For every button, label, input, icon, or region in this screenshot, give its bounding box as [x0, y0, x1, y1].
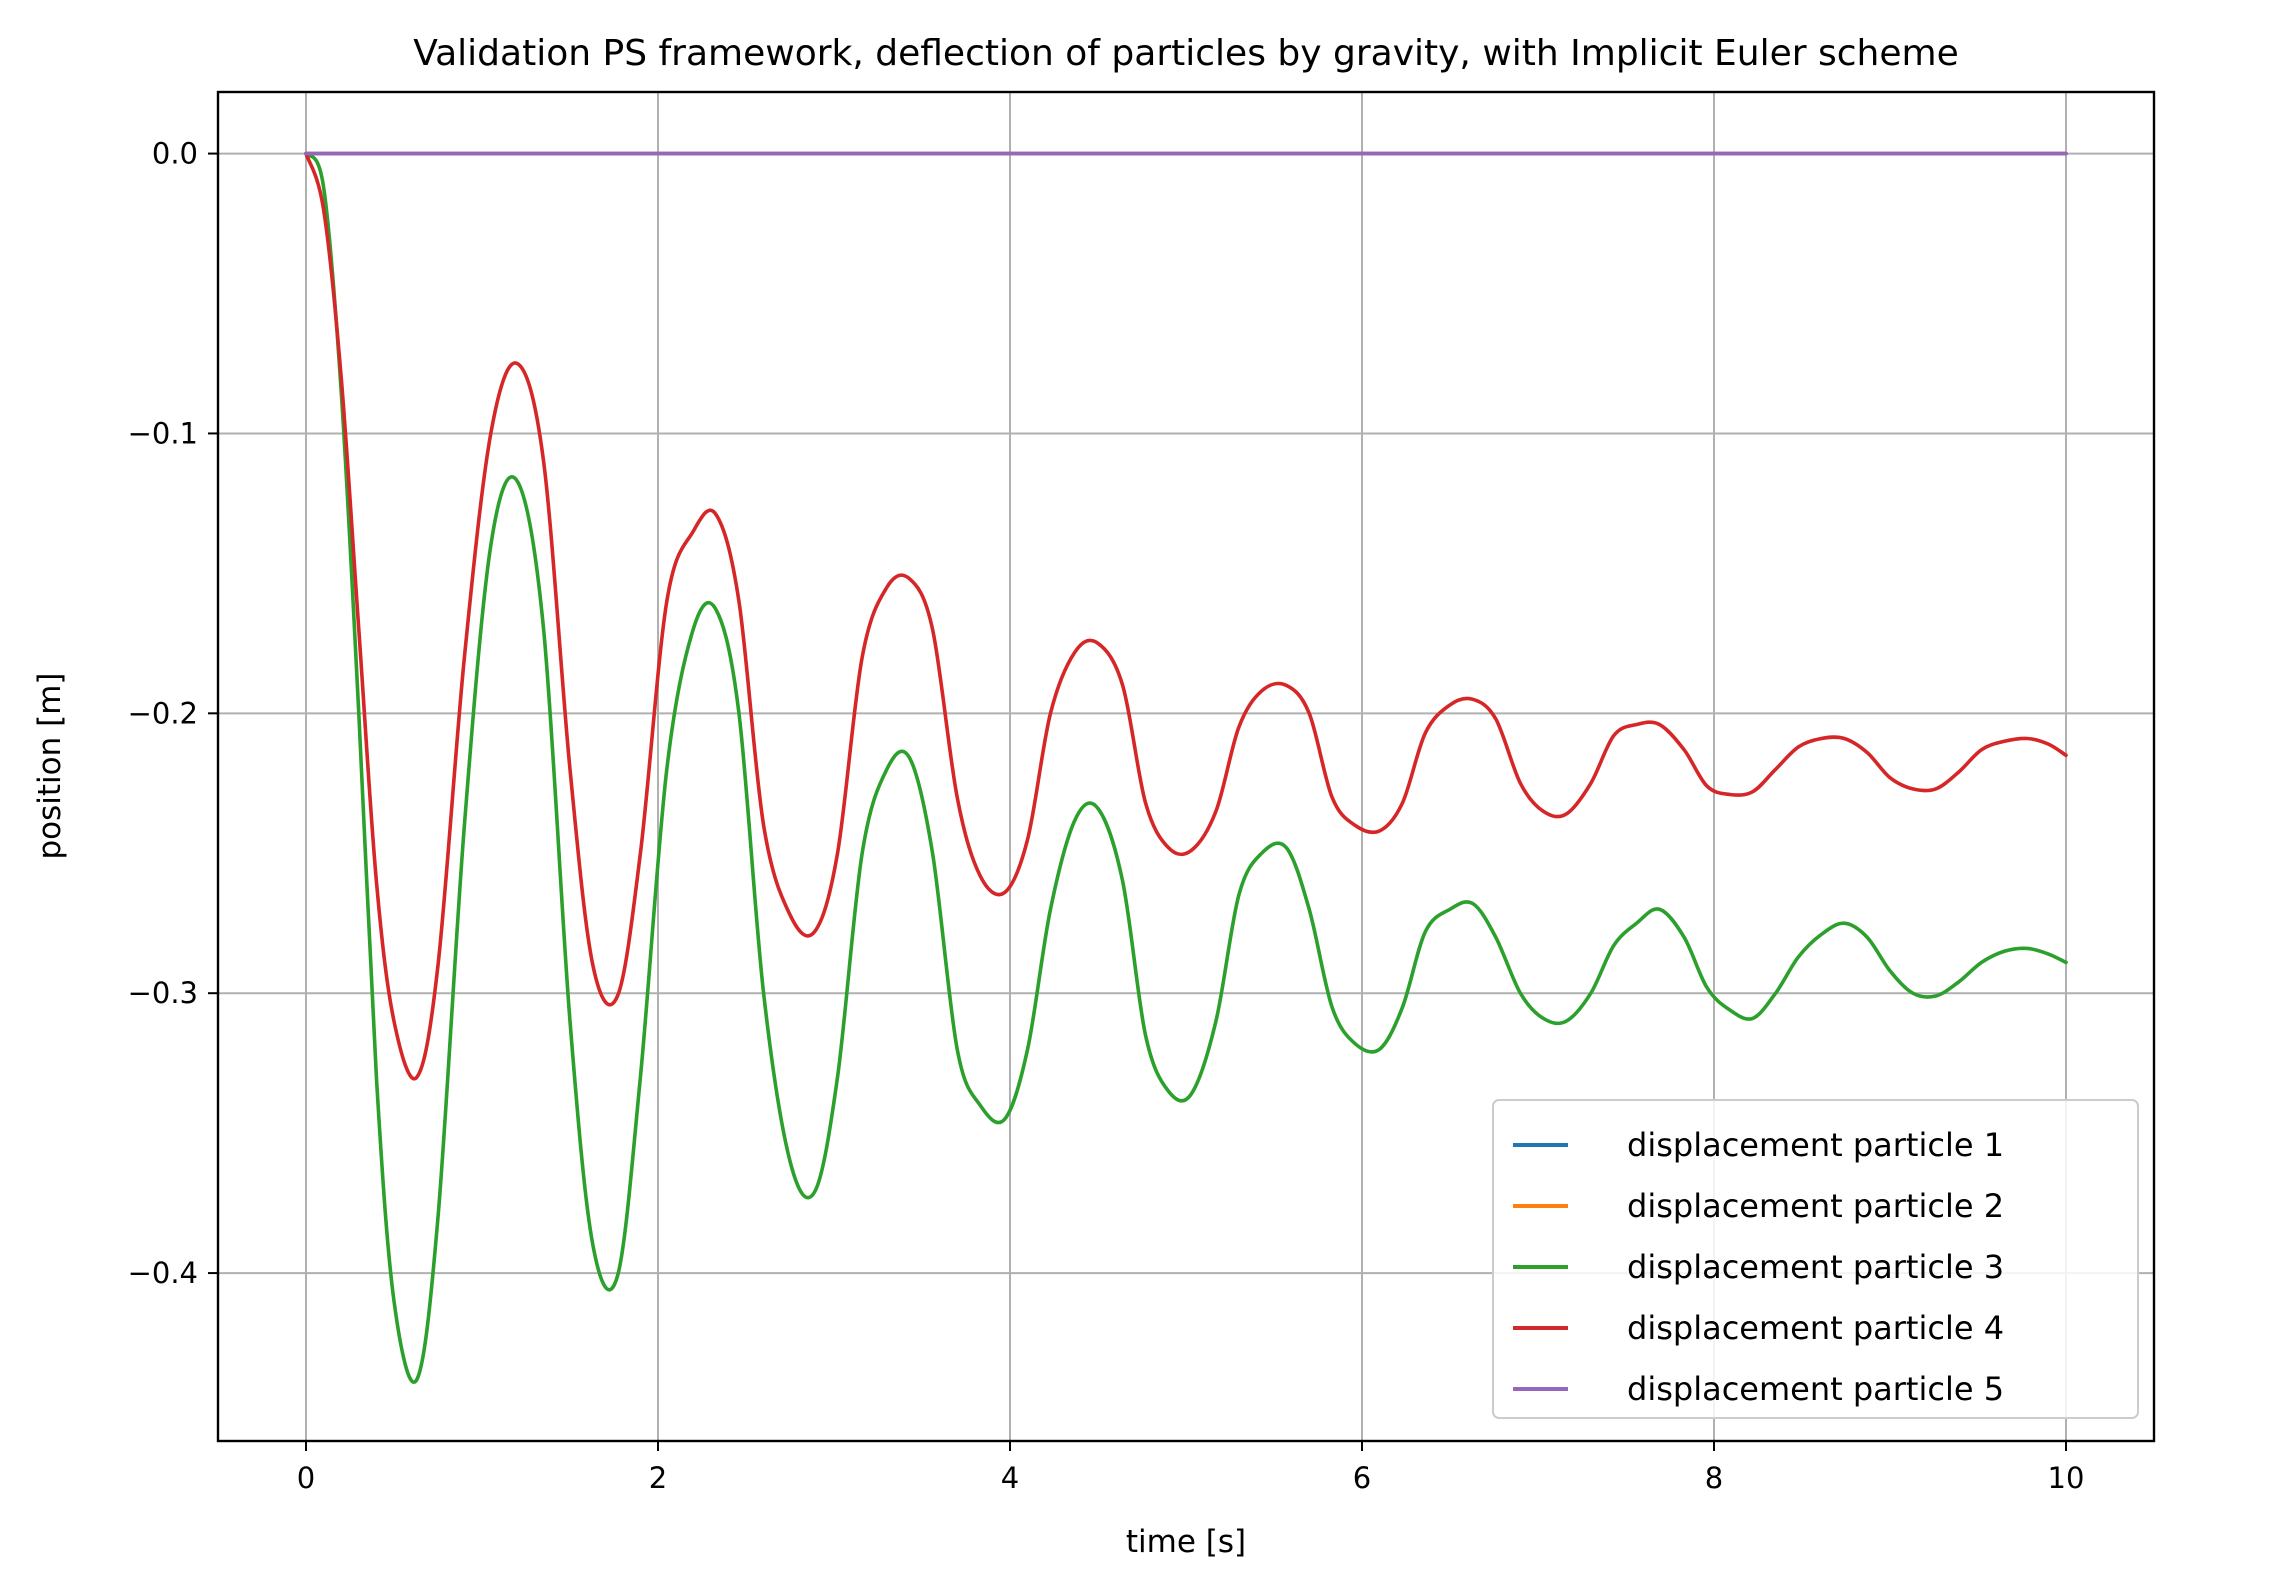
- y-tick-label: −0.2: [128, 696, 198, 730]
- series-layer: [304, 151, 2068, 1384]
- x-tick-label: 4: [1001, 1461, 1019, 1495]
- series-line-particle-3: [304, 151, 2068, 1384]
- chart-title: Validation PS framework, deflection of p…: [413, 33, 1958, 74]
- y-tick-label: −0.3: [128, 976, 198, 1010]
- plot-frame: [216, 90, 2156, 1443]
- legend-label-particle-1: displacement particle 1: [1627, 1126, 2004, 1164]
- legend-label-particle-4: displacement particle 4: [1627, 1309, 2004, 1347]
- x-tick-label: 10: [2048, 1461, 2085, 1495]
- y-tick-label: 0.0: [152, 137, 198, 171]
- x-tick-label: 8: [1705, 1461, 1723, 1495]
- y-tick-label: −0.1: [128, 416, 198, 450]
- legend-label-particle-3: displacement particle 3: [1627, 1248, 2004, 1286]
- ticks: 0 2 4 6 8 10 0.0 −0.1 −0.2 −0.3 −0.4: [128, 137, 2085, 1495]
- legend: displacement particle 1 displacement part…: [1492, 1099, 2139, 1419]
- x-axis-label: time [s]: [1126, 1524, 1246, 1560]
- y-tick-label: −0.4: [128, 1256, 198, 1290]
- legend-label-particle-2: displacement particle 2: [1627, 1187, 2004, 1225]
- series-line-particle-4: [304, 151, 2068, 1081]
- x-tick-label: 2: [649, 1461, 667, 1495]
- x-tick-label: 0: [297, 1461, 315, 1495]
- x-tick-label: 6: [1353, 1461, 1371, 1495]
- legend-label-particle-5: displacement particle 5: [1627, 1370, 2004, 1408]
- y-axis-label: position [m]: [32, 672, 68, 859]
- legend-box: [1492, 1099, 2139, 1419]
